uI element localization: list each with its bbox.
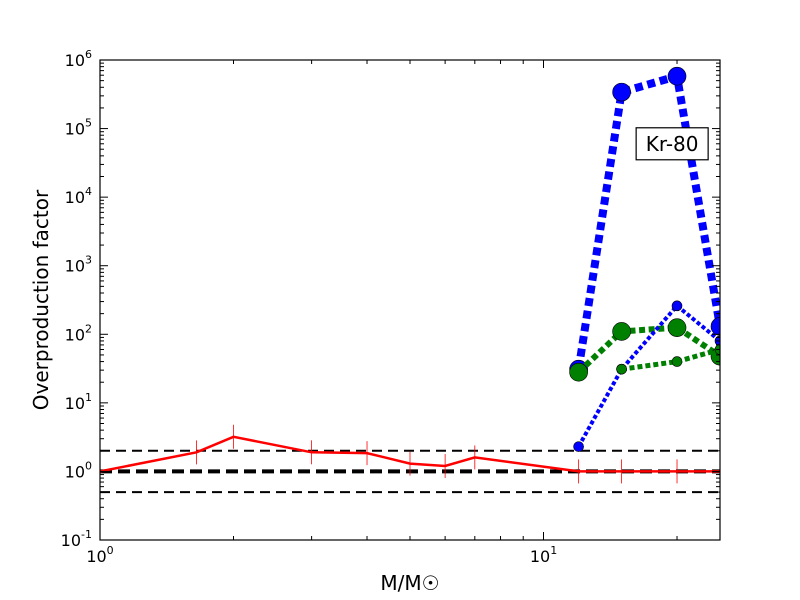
series-4-line — [621, 347, 720, 372]
y-tick-label-2: 101 — [65, 391, 92, 413]
series-layer — [100, 66, 720, 484]
series-3-point-0 — [573, 441, 584, 452]
series-1-point-3 — [710, 317, 720, 336]
series-2-point-0 — [569, 362, 588, 382]
series-4-point-1 — [671, 356, 683, 367]
series-2-point-2 — [667, 318, 687, 337]
x-axis-label: M/M☉ — [380, 571, 439, 595]
y-tick-label-1: 100 — [65, 459, 92, 481]
series-1-point-2 — [667, 66, 687, 86]
series-3-point-2 — [671, 300, 683, 312]
y-tick-label-7: 106 — [65, 48, 92, 70]
series-2-line — [576, 324, 720, 375]
annotation-layer: Kr-80 — [635, 127, 709, 161]
y-tick-label-3: 102 — [65, 322, 92, 344]
series-4-point-0 — [616, 363, 627, 375]
x-tick-label-0: 100 — [86, 544, 113, 566]
x-tick-label-1: 101 — [530, 544, 557, 566]
y-tick-label-4: 103 — [65, 254, 92, 276]
series-1-point-1 — [612, 82, 631, 102]
y-axis-label: Overproduction factor — [29, 189, 53, 410]
series-2-point-1 — [612, 322, 631, 341]
series-0-line — [100, 435, 720, 473]
annotation-label: Kr-80 — [646, 132, 699, 156]
y-tick-label-0: 10-1 — [61, 528, 92, 550]
annotation-box — [635, 127, 709, 161]
series-3-line — [576, 303, 720, 448]
y-tick-label-6: 105 — [65, 117, 92, 139]
y-tick-label-5: 104 — [65, 185, 92, 207]
series-1-line — [574, 71, 720, 370]
